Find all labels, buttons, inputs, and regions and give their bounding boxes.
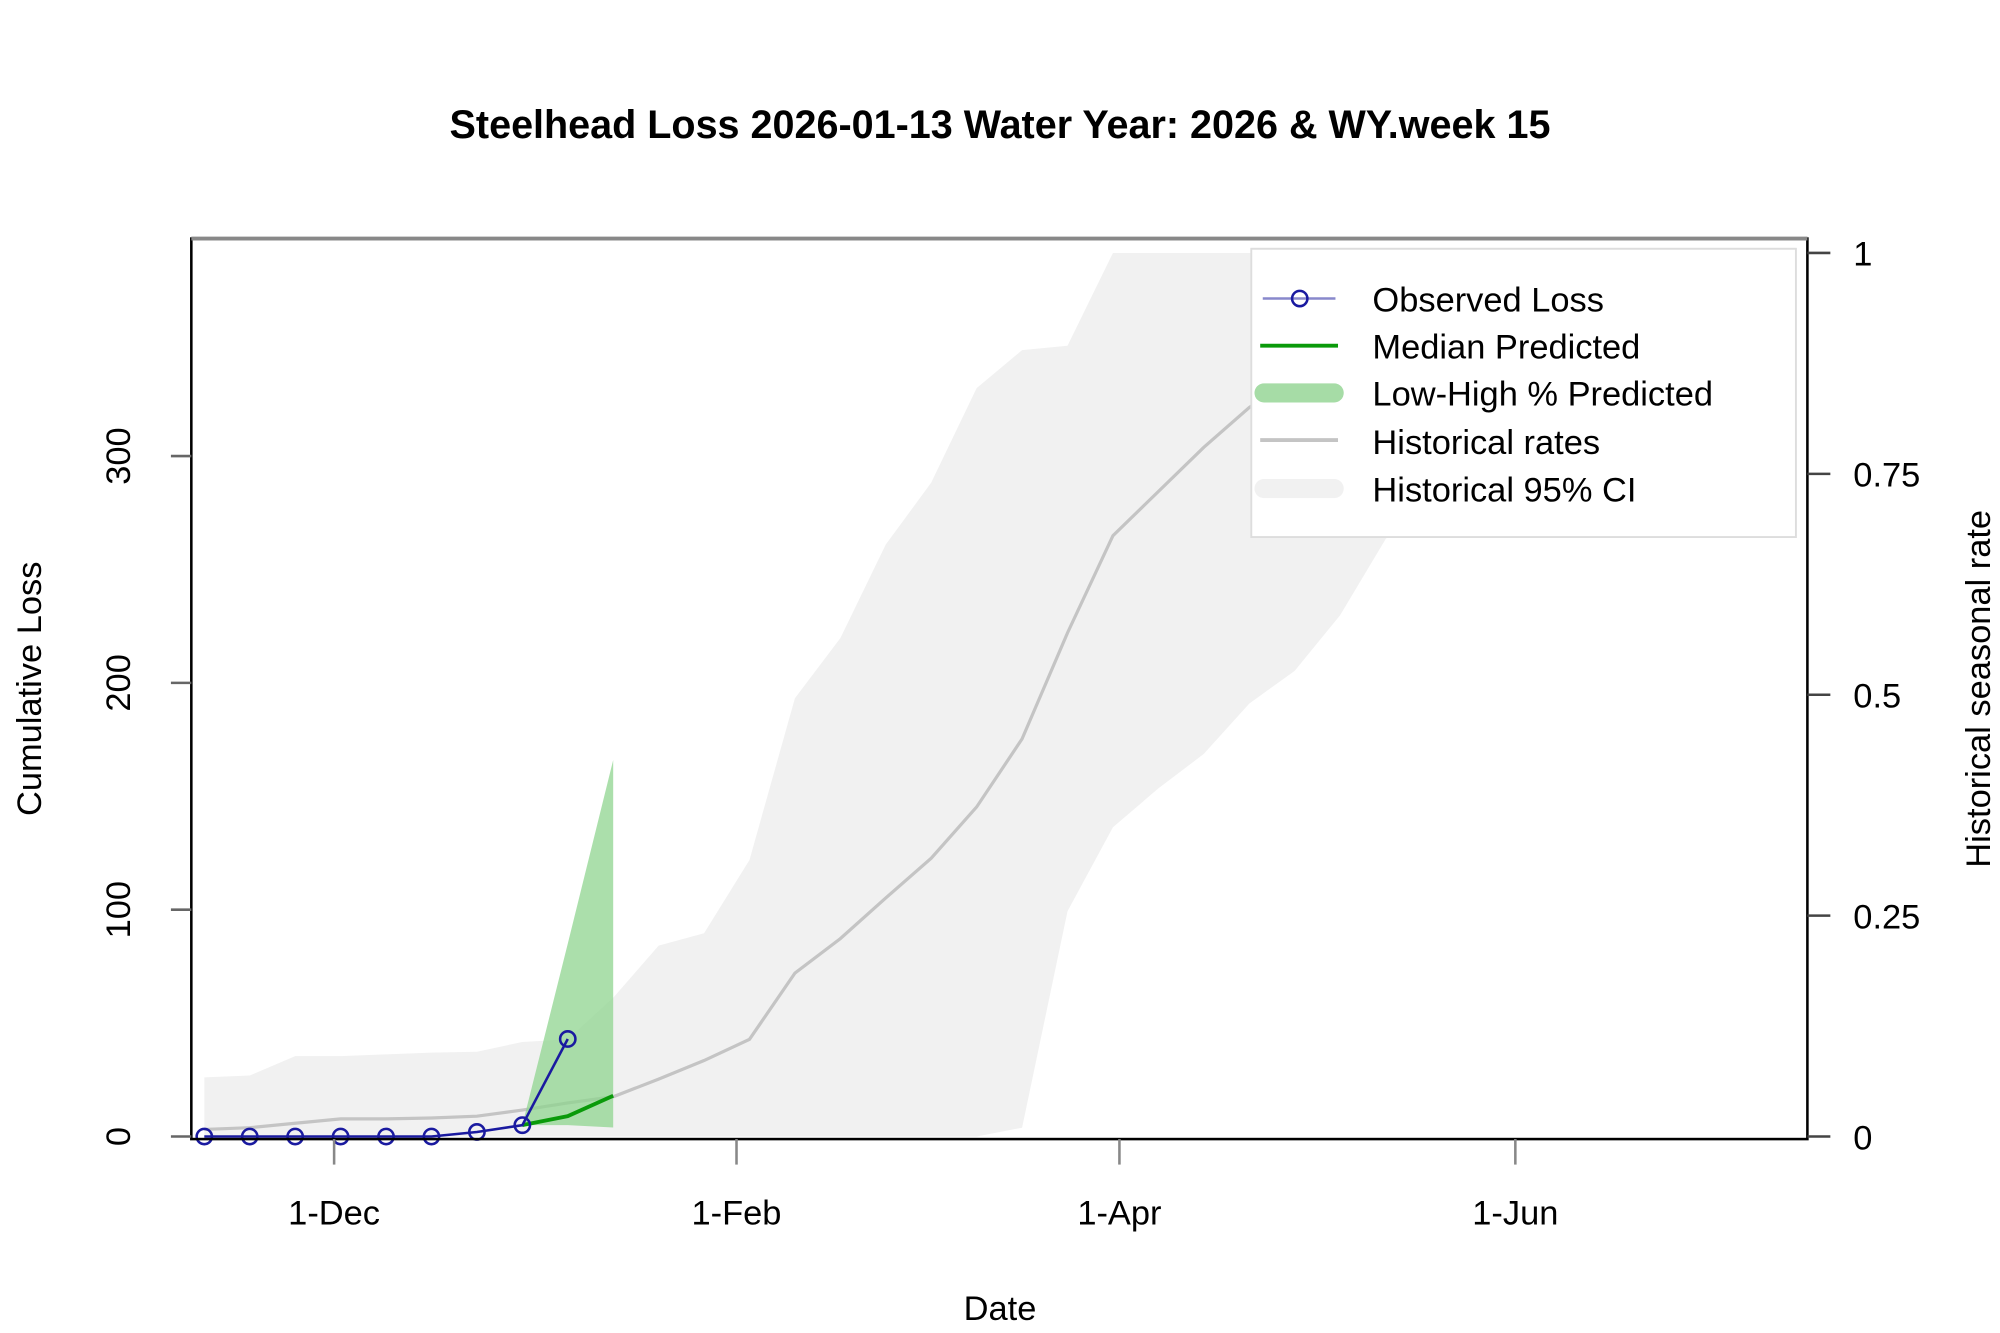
- y-tick-label: 200: [100, 654, 138, 711]
- y2-tick-label: 0.25: [1853, 898, 1920, 936]
- x-axis: 1-Dec 1-Feb 1-Apr 1-Jun: [288, 1139, 1558, 1233]
- y-tick-label: 300: [100, 427, 138, 484]
- observed-loss-point: [422, 1127, 441, 1146]
- y-tick-label: 0: [100, 1127, 138, 1146]
- x-axis-label: Date: [964, 1290, 1037, 1328]
- legend-band-label: Low-High % Predicted: [1372, 376, 1713, 414]
- chart-title: Steelhead Loss 2026-01-13 Water Year: 20…: [450, 103, 1551, 147]
- observed-loss-point: [513, 1116, 532, 1135]
- legend-historical-label: Historical rates: [1372, 424, 1600, 462]
- observed-loss-line: [204, 1038, 569, 1138]
- y-axis: 0 100 200 300: [100, 427, 192, 1146]
- observed-loss-point: [377, 1127, 395, 1146]
- y2-tick-label: 1: [1853, 236, 1872, 274]
- y-tick-label: 100: [100, 881, 138, 938]
- y2-tick-label: 0.75: [1853, 457, 1920, 495]
- y2-tick-label: 0.5: [1853, 677, 1901, 715]
- historical-ci-band: [204, 252, 1431, 1137]
- legend-median-label: Median Predicted: [1372, 328, 1640, 366]
- observed-loss-point: [558, 1030, 577, 1048]
- y-axis-label: Cumulative Loss: [11, 562, 49, 816]
- predicted-range-band: [522, 759, 614, 1128]
- x-tick-label: 1-Apr: [1077, 1195, 1161, 1233]
- y2-tick-label: 0: [1853, 1119, 1872, 1157]
- x-tick-label: 1-Jun: [1472, 1195, 1558, 1233]
- median-predicted-line: [521, 1093, 614, 1128]
- observed-loss-point: [195, 1127, 214, 1146]
- observed-loss-point: [240, 1127, 259, 1146]
- legend-ci-label: Historical 95% CI: [1372, 471, 1636, 509]
- observed-loss-point: [286, 1127, 305, 1146]
- y2-axis-label: Historical seasonal rate: [1960, 510, 1998, 868]
- historical-rate-line: [204, 304, 1432, 1132]
- x-tick-label: 1-Dec: [288, 1195, 380, 1233]
- plot-area: [195, 252, 1432, 1146]
- legend-observed-marker: [1290, 289, 1309, 308]
- x-tick-label: 1-Feb: [692, 1195, 782, 1233]
- y2-axis: 0 0.25 0.5 0.75 1: [1807, 236, 1920, 1157]
- observed-loss-point: [331, 1127, 350, 1146]
- legend-observed-label: Observed Loss: [1372, 281, 1604, 319]
- legend: Observed Loss Median Predicted Low-High …: [1250, 247, 1797, 538]
